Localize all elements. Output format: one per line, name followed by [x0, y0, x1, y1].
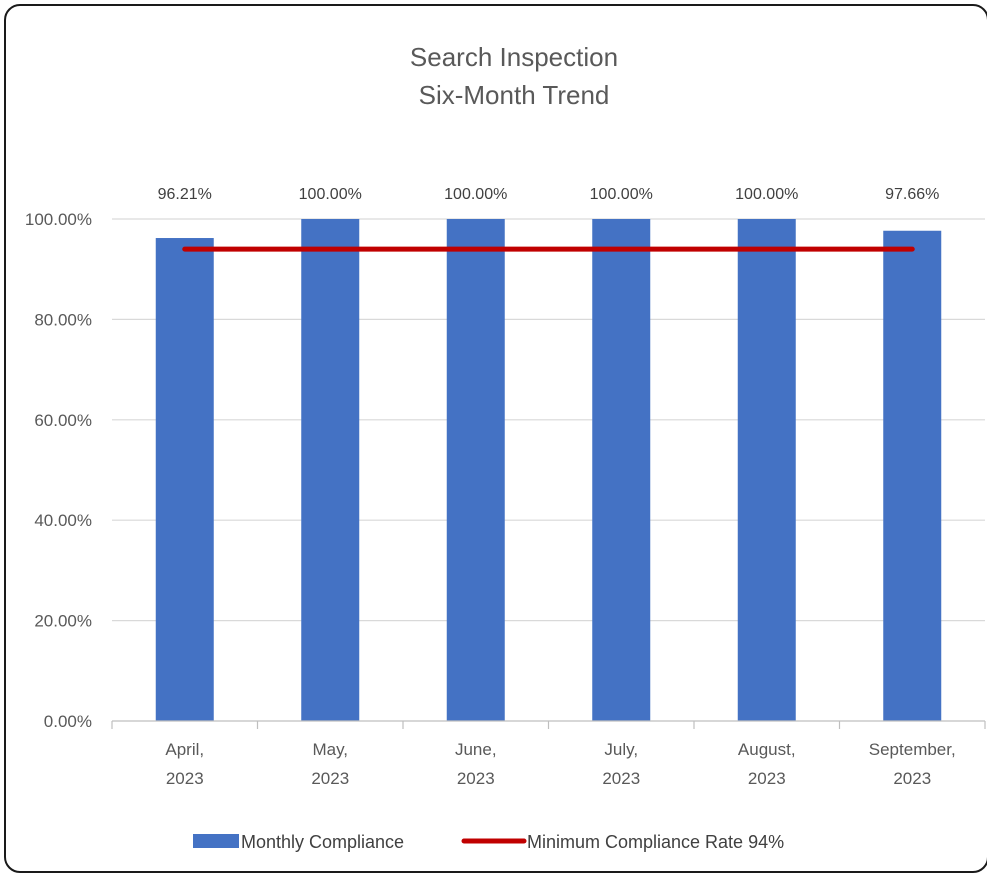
bar: [301, 219, 360, 721]
bar: [737, 219, 796, 721]
chart-title-line-1: Search Inspection: [410, 42, 618, 72]
legend-swatch-monthly-compliance: [193, 834, 239, 848]
data-label: 96.21%: [158, 186, 212, 203]
x-tick-label: 2023: [893, 769, 931, 788]
chart-title-line-2: Six-Month Trend: [419, 80, 610, 110]
x-tick-label: 2023: [166, 769, 204, 788]
x-tick-label: 2023: [457, 769, 495, 788]
x-tick-label: 2023: [311, 769, 349, 788]
x-tick-label: July,: [604, 740, 638, 759]
x-tick-label: September,: [869, 740, 956, 759]
x-tick-label: May,: [312, 740, 348, 759]
data-label: 100.00%: [299, 186, 362, 203]
data-label: 97.66%: [885, 186, 939, 203]
x-tick-label: 2023: [602, 769, 640, 788]
data-label: 100.00%: [590, 186, 653, 203]
y-tick-label: 20.00%: [34, 612, 92, 631]
y-tick-label: 80.00%: [34, 310, 92, 329]
data-label: 100.00%: [444, 186, 507, 203]
x-tick-label: August,: [738, 740, 796, 759]
axes: 0.00% 20.00% 40.00% 60.00% 80.00% 100.00% Apri…: [25, 210, 986, 788]
x-tick-label: April,: [165, 740, 204, 759]
bar: [592, 219, 651, 721]
gridlines: [112, 218, 985, 622]
y-tick-label: 100.00%: [25, 210, 92, 229]
x-tick-label: 2023: [748, 769, 786, 788]
data-labels: 96.21% 100.00% 100.00% 100.00% 100.00% 97.66%: [158, 186, 940, 203]
y-tick-label: 0.00%: [44, 712, 92, 731]
bar: [155, 238, 214, 721]
bar: [446, 219, 505, 721]
legend: Monthly Compliance Minimum Compliance Rat…: [193, 832, 784, 852]
x-tick-label: June,: [455, 740, 497, 759]
legend-label-monthly-compliance: Monthly Compliance: [241, 832, 404, 852]
y-tick-label: 60.00%: [34, 411, 92, 430]
y-tick-label: 40.00%: [34, 511, 92, 530]
bars: [155, 219, 942, 721]
bar: [883, 230, 942, 721]
data-label: 100.00%: [735, 186, 798, 203]
legend-label-minimum-rate: Minimum Compliance Rate 94%: [527, 832, 784, 852]
